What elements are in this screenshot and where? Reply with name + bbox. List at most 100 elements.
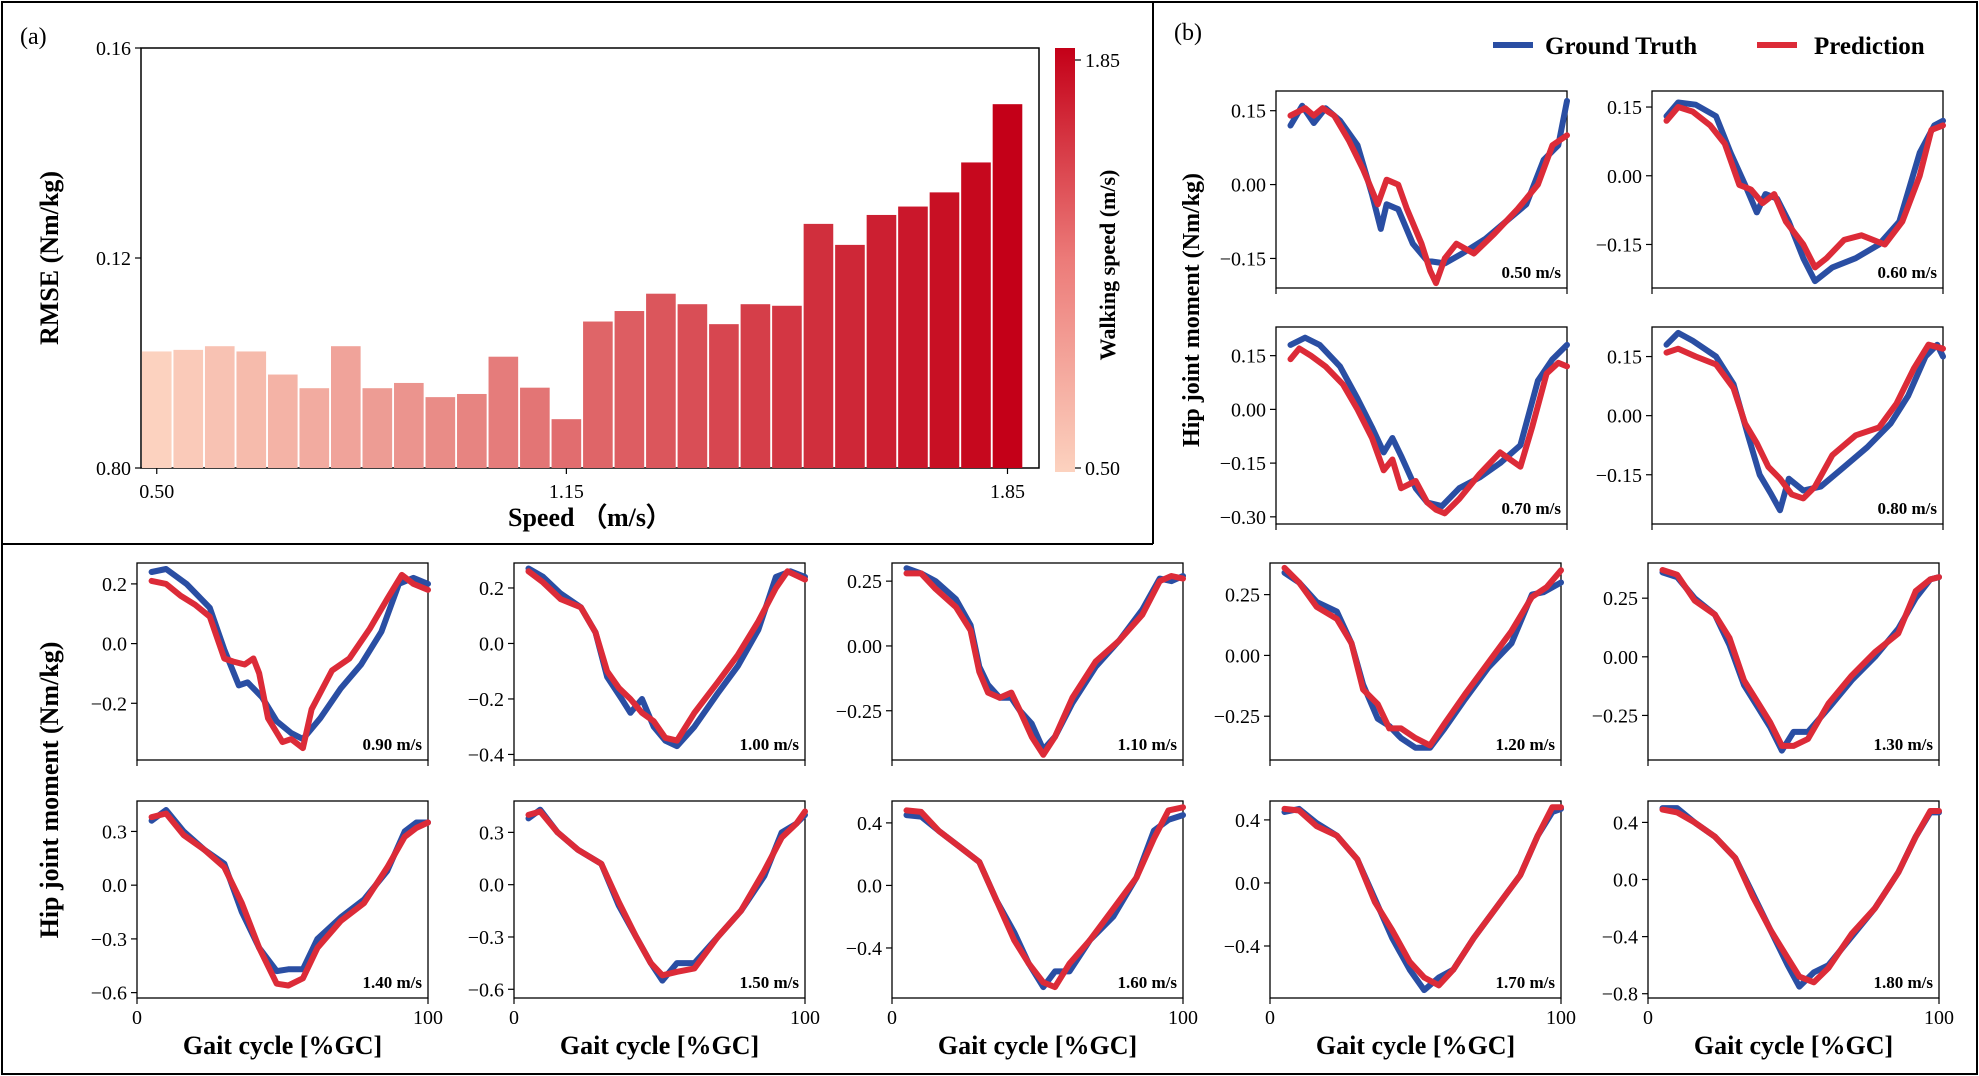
line-y-axis-label-bottom: Hip joint moment (Nm/kg) xyxy=(35,642,64,939)
prediction-line xyxy=(1281,564,1564,749)
subplot-x-tick-label: 100 xyxy=(1168,1007,1198,1029)
subplot-y-tick-label: 0.0 xyxy=(479,633,504,655)
subplot-y-tick-label: 0.25 xyxy=(1225,585,1260,607)
subplot-0.70: −0.30 −0.15 0.00 0.15 0.70 m/s xyxy=(1220,326,1570,530)
subplot-y-tick-label: −0.8 xyxy=(1602,984,1638,1006)
subplot-y-tick-label: 0.0 xyxy=(857,875,882,897)
bar-x-tick-label: 0.50 xyxy=(139,481,174,503)
subplot-speed-label: 1.60 m/s xyxy=(1118,973,1178,992)
prediction-line xyxy=(1659,567,1942,749)
subplot-y-tick-label: 0.2 xyxy=(102,574,127,596)
bar-1.85 xyxy=(992,104,1023,469)
subplot-y-tick-label: −0.4 xyxy=(468,744,504,766)
subplot-speed-label: 1.70 m/s xyxy=(1496,973,1556,992)
subplot-y-tick-label: −0.3 xyxy=(468,927,504,949)
subplot-frame xyxy=(513,800,806,999)
ground-truth-line xyxy=(525,565,808,750)
prediction-line xyxy=(148,571,431,752)
colorbar-min-label: 0.50 xyxy=(1085,458,1120,480)
bar-1.30 xyxy=(646,293,676,468)
bar-1.60 xyxy=(835,244,865,468)
subplot-speed-label: 0.60 m/s xyxy=(1878,263,1938,282)
subplot-1.70: −0.4 0.0 0.4 0 100 Gait cycle [%GC] 1.70 m/s xyxy=(1224,800,1576,1060)
subplot-y-tick-label: −0.30 xyxy=(1220,507,1266,529)
bar-1.25 xyxy=(614,311,645,468)
ground-truth-line xyxy=(1281,569,1564,751)
prediction-line xyxy=(1663,341,1946,502)
bar-1.80 xyxy=(961,162,991,468)
subplot-speed-label: 1.00 m/s xyxy=(740,735,800,754)
subplot-x-axis-label: Gait cycle [%GC] xyxy=(560,1031,759,1060)
subplot-frame xyxy=(136,800,429,999)
prediction-line xyxy=(903,804,1186,991)
subplot-speed-label: 0.90 m/s xyxy=(363,735,423,754)
subplot-y-tick-label: 0.15 xyxy=(1231,346,1266,368)
subplot-speed-label: 0.50 m/s xyxy=(1502,263,1562,282)
subplot-frame xyxy=(1269,562,1562,761)
subplot-frame xyxy=(513,562,806,761)
subplot-y-tick-label: 0.00 xyxy=(1607,406,1642,428)
subplot-y-tick-label: 0.0 xyxy=(1235,873,1260,895)
subplot-y-tick-label: 0.0 xyxy=(1613,870,1638,892)
subplot-y-tick-label: −0.4 xyxy=(1224,936,1260,958)
ground-truth-line xyxy=(1287,334,1570,510)
subplot-frame xyxy=(1651,90,1944,289)
subplot-y-tick-label: 0.00 xyxy=(1231,175,1266,197)
bar-x-tick-label: 1.15 xyxy=(549,481,584,503)
subplot-frame xyxy=(1275,90,1568,289)
bar-1.15 xyxy=(551,419,582,468)
bar-1.05 xyxy=(488,356,519,468)
bar-x-axis-label: Speed （m/s） xyxy=(508,503,672,532)
subplot-y-tick-label: −0.25 xyxy=(1592,705,1638,727)
subplot-x-tick-label: 100 xyxy=(790,1007,820,1029)
bar-1.40 xyxy=(709,324,739,468)
subplot-y-tick-label: 0.15 xyxy=(1231,101,1266,123)
subplot-frame xyxy=(1647,562,1940,761)
subplot-y-tick-label: 0.2 xyxy=(479,578,504,600)
prediction-line xyxy=(1281,804,1564,989)
subplot-0.50: −0.15 0.00 0.15 0.50 m/s xyxy=(1220,90,1570,294)
subplot-1.60: −0.4 0.0 0.4 0 100 Gait cycle [%GC] 1.60 m/s xyxy=(846,800,1198,1060)
subplot-y-tick-label: 0.4 xyxy=(857,813,882,835)
panel-label-a: (a) xyxy=(20,24,47,50)
bar-1.20 xyxy=(583,321,613,468)
bar-1.10 xyxy=(520,387,550,468)
subplot-1.30: −0.25 0.00 0.25 1.30 m/s xyxy=(1592,562,1942,766)
bar-1.75 xyxy=(929,192,960,469)
subplot-y-tick-label: −0.15 xyxy=(1220,453,1266,475)
colorbar xyxy=(1055,48,1075,472)
subplot-0.80: −0.15 0.00 0.15 0.80 m/s xyxy=(1596,326,1946,530)
subplot-y-tick-label: 0.25 xyxy=(1603,588,1638,610)
bar-0.65 xyxy=(236,351,267,468)
subplot-y-tick-label: −0.2 xyxy=(91,693,127,715)
ground-truth-line xyxy=(525,806,808,984)
subplot-x-tick-label: 0 xyxy=(1643,1007,1653,1029)
ground-truth-line xyxy=(903,565,1186,753)
subplot-y-tick-label: 0.3 xyxy=(479,822,504,844)
subplot-y-tick-label: 0.25 xyxy=(847,571,882,593)
ground-truth-line xyxy=(1659,569,1942,754)
bar-1.50 xyxy=(772,305,802,468)
subplot-y-tick-label: 0.00 xyxy=(847,636,882,658)
subplot-y-tick-label: −0.6 xyxy=(91,983,127,1005)
subplot-speed-label: 0.70 m/s xyxy=(1502,499,1562,518)
subplot-speed-label: 1.40 m/s xyxy=(363,973,423,992)
bar-0.95 xyxy=(425,397,456,469)
legend: Ground Truth Prediction xyxy=(1493,33,1925,60)
line-y-axis-label-top: Hip joint moment (Nm/kg) xyxy=(1179,173,1205,447)
subplot-x-axis-label: Gait cycle [%GC] xyxy=(1694,1031,1893,1060)
subplot-y-tick-label: −0.2 xyxy=(468,689,504,711)
bar-1.35 xyxy=(677,304,708,468)
subplot-x-tick-label: 0 xyxy=(509,1007,519,1029)
subplot-x-axis-label: Gait cycle [%GC] xyxy=(1316,1031,1515,1060)
subplot-y-tick-label: 0.4 xyxy=(1613,812,1638,834)
colorbar-max-label: 1.85 xyxy=(1085,50,1120,72)
subplot-y-tick-label: −0.15 xyxy=(1596,465,1642,487)
subplot-0.60: −0.15 0.00 0.15 0.60 m/s xyxy=(1596,90,1946,294)
subplot-1.10: −0.25 0.00 0.25 1.10 m/s xyxy=(836,562,1186,766)
subplot-y-tick-label: −0.4 xyxy=(846,938,882,960)
bar-x-tick-label: 1.85 xyxy=(990,481,1025,503)
panel-label-b: (b) xyxy=(1174,20,1202,46)
prediction-line xyxy=(525,568,808,744)
bar-0.90 xyxy=(394,382,424,468)
